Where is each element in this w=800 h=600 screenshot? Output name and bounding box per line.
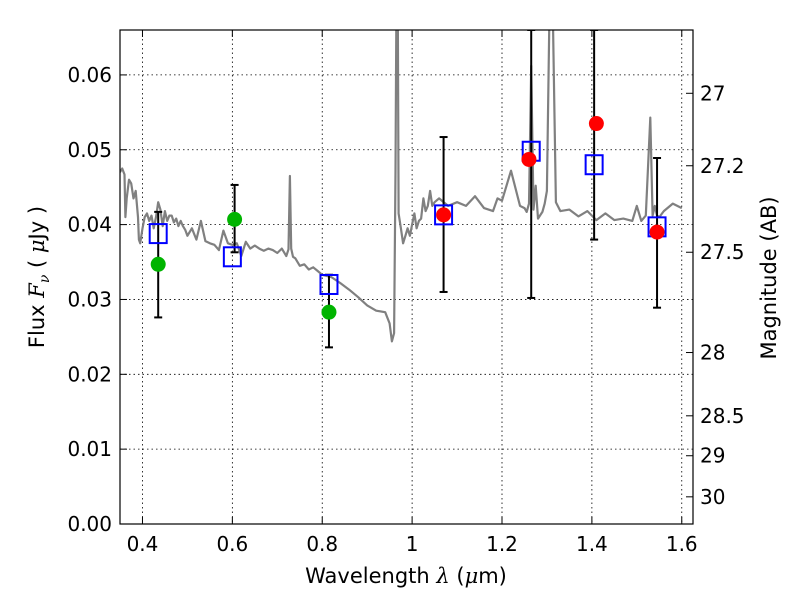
model-spectrum-line (120, 30, 683, 343)
model-photometry-box (319, 273, 339, 295)
x-tick-label: 1.6 (666, 532, 698, 556)
y-tick-label: 0.03 (67, 287, 112, 311)
magnitude-axis-ticks: 27 27.2 27.5 28 28.5 29 30 (686, 81, 745, 509)
y-tick-label: 0.02 (67, 362, 112, 386)
magnitude-tick-label: 29 (700, 444, 725, 468)
y-tick-label: 0.06 (67, 63, 112, 87)
observed-point-red (588, 116, 604, 132)
y-tick-label: 0.05 (67, 138, 112, 162)
plot-area (120, 30, 683, 349)
model-photometry-box (148, 223, 168, 245)
x-tick-label: 0.8 (306, 532, 338, 556)
x-tick-label: 1.4 (576, 532, 608, 556)
y-axis-label: Flux Fν ( μJy ) (25, 206, 53, 348)
y-axis-ticks: 0.00 0.01 0.02 0.03 0.04 0.05 0.06 (67, 63, 127, 536)
observed-point-red (649, 224, 665, 240)
observed-point-red (436, 207, 452, 223)
x-tick-label: 0.6 (216, 532, 248, 556)
y-tick-label: 0.01 (67, 437, 112, 461)
x-tick-label: 0.4 (127, 532, 159, 556)
observed-point-green (150, 256, 166, 272)
observed-point-green (321, 304, 337, 320)
magnitude-tick-label: 30 (700, 485, 725, 509)
model-photometry-box (222, 246, 242, 268)
x-axis-ticks: 0.4 0.6 0.8 1 1.2 1.4 1.6 (127, 30, 698, 556)
model-photometry-box (584, 154, 604, 176)
magnitude-tick-label: 27.5 (700, 240, 745, 264)
observed-point-red (521, 151, 537, 167)
x-axis-label: Wavelength λ (μm) (305, 564, 507, 588)
y-tick-label: 0.00 (67, 512, 112, 536)
magnitude-tick-label: 27 (700, 81, 725, 105)
y-tick-label: 0.04 (67, 213, 112, 237)
magnitude-axis-label: Magnitude (AB) (757, 196, 781, 359)
observed-point-green (227, 211, 243, 227)
plot-frame (119, 29, 694, 525)
model-photometry-box (434, 204, 454, 226)
magnitude-tick-label: 28 (700, 341, 725, 365)
magnitude-tick-label: 27.2 (700, 154, 745, 178)
magnitude-tick-label: 28.5 (700, 404, 745, 428)
x-tick-label: 1.2 (486, 532, 518, 556)
x-tick-label: 1 (406, 532, 419, 556)
